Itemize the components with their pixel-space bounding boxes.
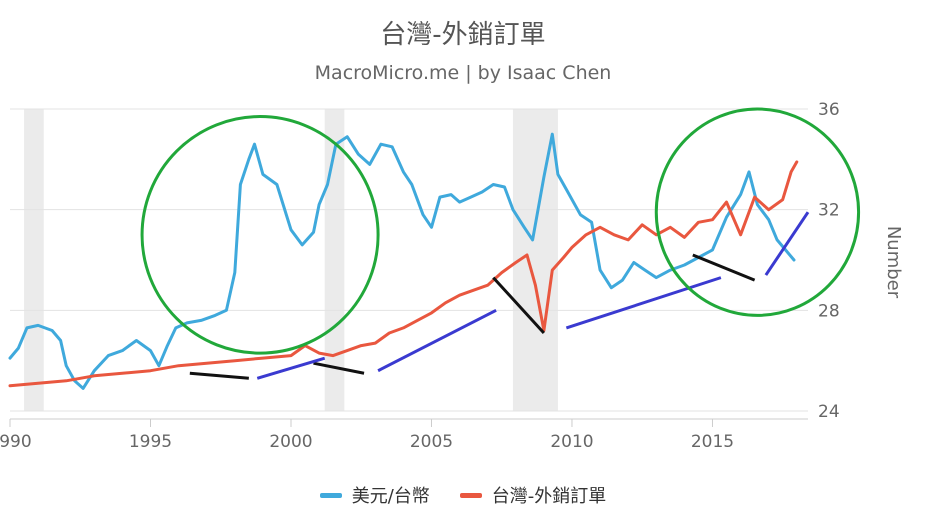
- recession-shading: [24, 109, 558, 411]
- x-tick-label: 2015: [691, 432, 734, 452]
- x-tick-label: 2010: [550, 432, 593, 452]
- x-tick-label: 1990: [0, 432, 32, 452]
- y-axis: 24 28 32 36: [818, 100, 840, 422]
- y-tick-label: 36: [818, 100, 840, 120]
- y-tick-label: 32: [818, 201, 840, 221]
- gridlines: [10, 108, 808, 412]
- x-tick-label: 1995: [129, 432, 172, 452]
- annotation-blue-line-0: [256, 356, 326, 380]
- chart-subtitle: MacroMicro.me | by Isaac Chen: [314, 62, 612, 84]
- shaded-period-1: [324, 109, 345, 411]
- annotation-black-line-2: [492, 276, 545, 334]
- series-line-export-orders: [8, 160, 799, 388]
- annotation-black-line-0: [189, 371, 249, 380]
- series-line-usd-twd: [8, 132, 796, 390]
- y-tick-label: 28: [818, 301, 840, 321]
- annotations: [140, 107, 861, 380]
- legend-item-export-orders[interactable]: 台灣-外銷訂單: [459, 482, 607, 508]
- annotation-black-line-1: [313, 361, 365, 375]
- y-axis-title: Number: [883, 226, 904, 299]
- annotation-blue-line-1: [377, 308, 497, 373]
- annotation-black-line-3: [692, 253, 756, 282]
- legend-item-usd-twd[interactable]: 美元/台幣: [319, 482, 430, 508]
- shaded-period-0: [24, 109, 44, 411]
- y-tick-label: 24: [818, 402, 840, 422]
- x-tick-label: 2000: [269, 432, 312, 452]
- x-axis: 1990 1995 2000 2005 2010 2015: [0, 418, 808, 452]
- legend-swatch-export-orders: [459, 492, 482, 498]
- legend-label-export-orders: 台灣-外銷訂單: [491, 486, 607, 507]
- annotation-blue-line-2: [565, 276, 722, 330]
- annotation-green-circle-1: [654, 107, 861, 317]
- x-tick-label: 2005: [410, 432, 453, 452]
- legend-swatch-usd-twd: [319, 492, 342, 498]
- annotation-blue-line-3: [764, 211, 810, 276]
- legend: 美元/台幣 台灣-外銷訂單: [0, 482, 926, 508]
- annotation-green-circle-0: [140, 115, 380, 355]
- series-lines: [8, 132, 799, 390]
- chart-title: 台灣-外銷訂單: [380, 20, 546, 50]
- legend-label-usd-twd: 美元/台幣: [351, 486, 430, 507]
